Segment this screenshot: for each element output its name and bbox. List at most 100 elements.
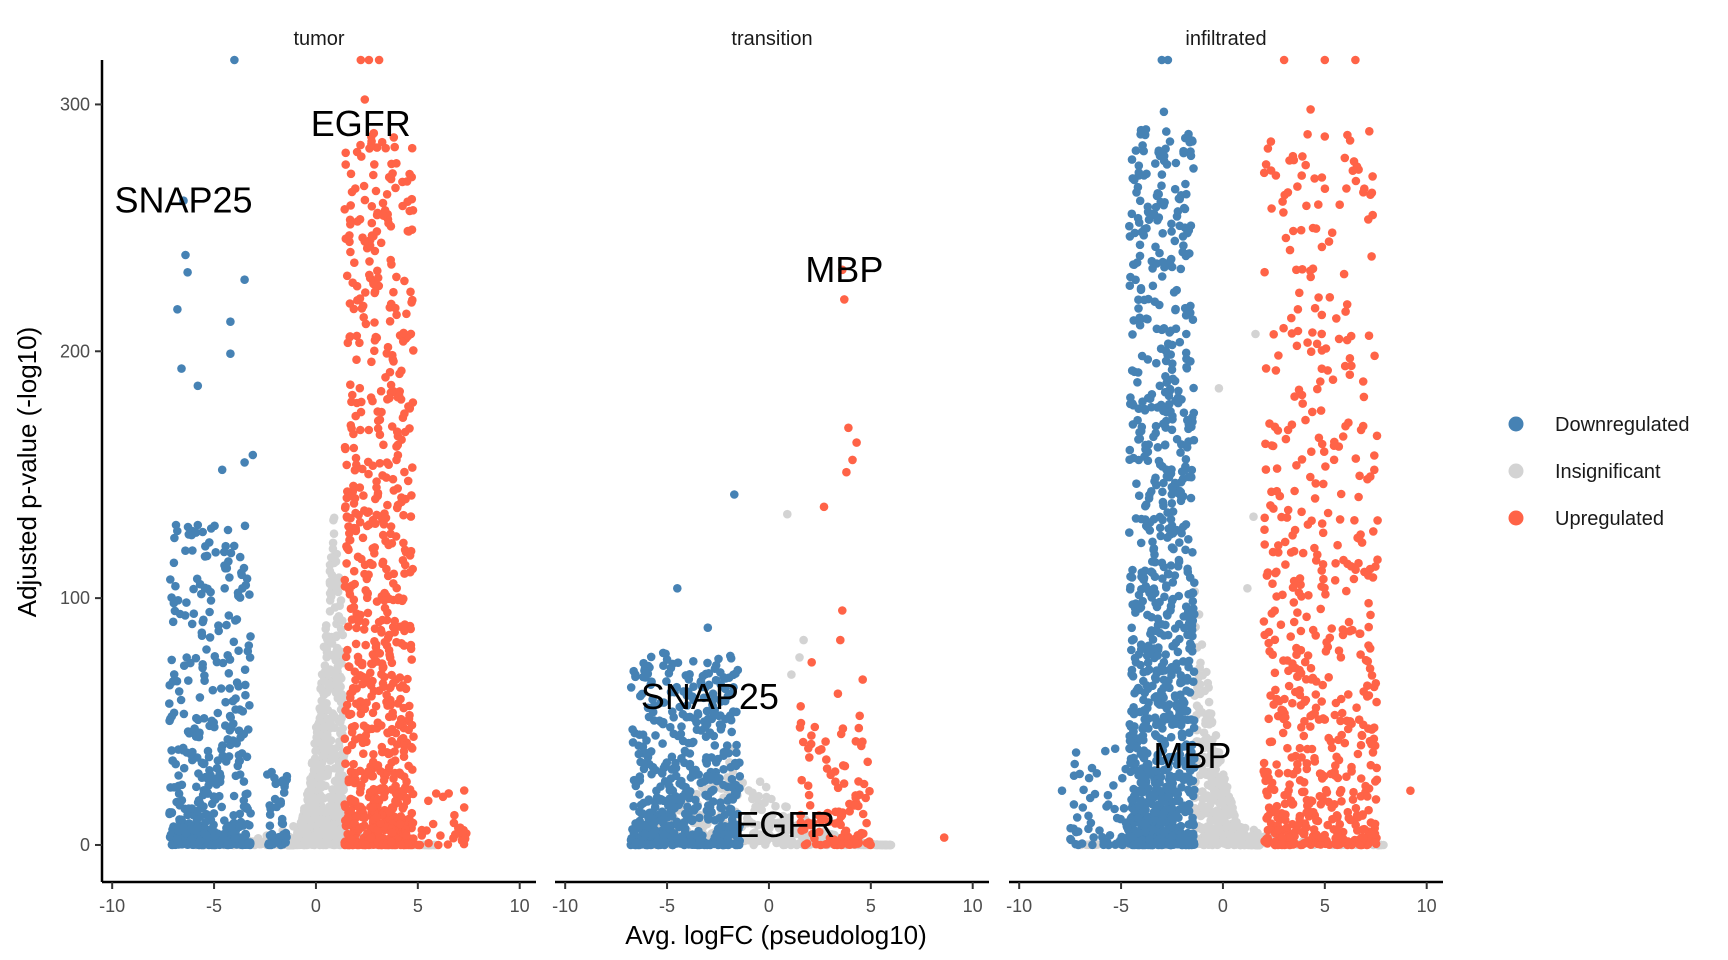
data-point: [345, 332, 355, 342]
data-point: [822, 839, 832, 849]
data-point: [361, 288, 370, 297]
data-point: [368, 803, 377, 812]
data-point: [1188, 776, 1198, 786]
data-point: [323, 632, 333, 641]
data-point: [367, 218, 377, 228]
data-point: [211, 548, 220, 557]
data-point: [361, 673, 371, 682]
data-point: [373, 718, 383, 727]
data-point: [358, 533, 368, 543]
data-point: [383, 571, 393, 581]
data-point: [329, 513, 339, 523]
data-point: [210, 652, 220, 661]
data-point: [375, 415, 385, 425]
data-point: [191, 528, 201, 537]
data-point: [371, 701, 381, 711]
data-point: [1152, 259, 1162, 268]
data-point: [836, 820, 845, 830]
data-point: [1135, 240, 1145, 250]
data-point: [1135, 196, 1145, 206]
data-point: [345, 535, 355, 545]
data-point: [170, 533, 179, 543]
data-point: [230, 55, 239, 65]
data-point: [351, 639, 361, 649]
data-point: [1203, 831, 1212, 840]
data-point: [386, 222, 396, 231]
data-point: [1200, 802, 1210, 812]
data-point: [406, 640, 416, 650]
x-tick-label: -10: [99, 896, 125, 916]
y-tick-label: 200: [60, 341, 90, 361]
data-point: [667, 752, 677, 762]
data-point: [401, 684, 411, 694]
data-point: [232, 739, 241, 748]
data-point: [330, 723, 340, 732]
data-point: [354, 614, 364, 624]
data-point: [1208, 824, 1218, 834]
data-point: [397, 493, 406, 502]
data-point: [731, 761, 741, 771]
data-point: [399, 538, 408, 548]
data-point: [188, 747, 197, 757]
data-point: [364, 570, 373, 579]
data-point: [373, 273, 383, 283]
data-point: [637, 689, 647, 699]
data-point: [347, 834, 356, 844]
x-tick-label: 0: [311, 896, 321, 916]
data-point: [693, 802, 702, 811]
data-point: [193, 840, 202, 849]
data-point: [1189, 164, 1198, 173]
data-point: [807, 658, 816, 667]
data-point: [1202, 667, 1211, 677]
data-point: [400, 569, 409, 578]
data-point: [671, 771, 681, 781]
data-point: [400, 560, 410, 570]
data-point: [241, 690, 250, 700]
data-point: [1201, 719, 1210, 729]
data-point: [311, 746, 320, 756]
data-point: [324, 822, 334, 832]
data-point: [193, 381, 203, 391]
data-point: [858, 809, 868, 819]
data-point: [1176, 448, 1185, 457]
data-point: [166, 714, 175, 724]
data-point: [727, 727, 736, 737]
data-point: [304, 801, 313, 811]
data-point: [392, 272, 401, 282]
data-point: [197, 773, 207, 782]
data-point: [1155, 523, 1165, 533]
data-point: [428, 819, 438, 829]
data-point: [362, 723, 372, 733]
data-point: [716, 803, 725, 812]
data-point: [669, 713, 678, 722]
data-point: [719, 780, 728, 790]
data-point: [195, 728, 204, 737]
data-point: [646, 652, 656, 662]
data-point: [167, 593, 176, 602]
data-point: [748, 794, 757, 804]
data-point: [1188, 548, 1197, 557]
data-point: [341, 802, 350, 812]
data-point: [395, 673, 405, 682]
data-point: [815, 827, 824, 837]
data-point: [668, 840, 677, 850]
data-point: [382, 473, 391, 482]
data-point: [317, 705, 326, 715]
data-point: [351, 453, 361, 463]
data-point: [207, 824, 217, 834]
data-point: [1127, 209, 1137, 219]
data-point: [366, 681, 376, 690]
data-point: [341, 816, 351, 826]
data-point: [1137, 351, 1147, 361]
data-point: [402, 793, 412, 803]
data-point: [346, 247, 355, 257]
data-point: [685, 749, 695, 758]
data-point: [384, 460, 394, 470]
data-point: [187, 619, 197, 629]
data-point: [1152, 358, 1161, 368]
data-point: [629, 775, 639, 785]
x-tick-label: -10: [552, 896, 578, 916]
data-point: [371, 186, 381, 196]
